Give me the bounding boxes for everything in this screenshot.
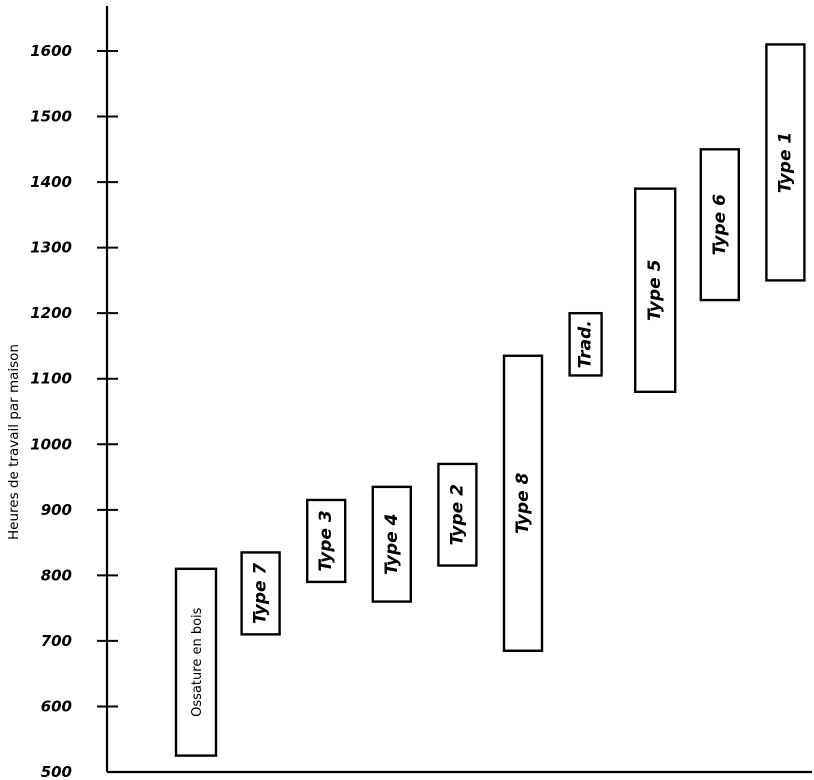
- y-tick-label: 600: [41, 697, 72, 715]
- y-axis-title: Heures de travail par maison: [6, 344, 22, 540]
- bar-label: Type 8: [513, 472, 533, 533]
- bars: Ossature en bois Type 7 Type 3 Type 4 Type 2…: [174, 43, 806, 757]
- range-bar: [699, 148, 740, 302]
- bar-label: Type 5: [645, 260, 665, 321]
- range-bar: [240, 551, 281, 636]
- y-tick-label: 1500: [30, 108, 72, 126]
- range-bar: [174, 567, 218, 757]
- range-bar: [634, 187, 677, 394]
- bar-label: Type 3: [316, 510, 336, 571]
- range-bar: [371, 485, 412, 603]
- bar-label: Type 7: [251, 563, 271, 624]
- bar-label: Type 4: [382, 514, 402, 575]
- y-tick-label: 1100: [30, 370, 72, 388]
- range-bar: [437, 462, 478, 567]
- y-tick-label: 700: [41, 632, 72, 650]
- y-tick-label: 1400: [30, 173, 72, 191]
- bar-label: Type 2: [447, 484, 467, 545]
- bar-label: Trad.: [576, 320, 596, 368]
- y-tick-label: 500: [41, 763, 72, 780]
- y-tick-label: 1200: [30, 304, 72, 322]
- bar-label: Type 6: [710, 194, 730, 255]
- range-bar: [502, 354, 544, 652]
- bar-label: Ossature en bois: [190, 607, 205, 716]
- y-tick-label: 1000: [30, 435, 72, 453]
- range-bar: [568, 311, 603, 377]
- bar-label: Type 1: [775, 132, 795, 193]
- y-tick-label: 800: [41, 566, 72, 584]
- range-bar: [306, 498, 347, 584]
- y-axis-ticks: 500 600 700 800 900 1000 1100 1200 1300 1400 1500 1…: [30, 42, 118, 780]
- range-bar: [765, 43, 806, 282]
- y-tick-label: 900: [41, 501, 72, 519]
- y-tick-label: 1300: [30, 239, 72, 257]
- y-tick-label: 1600: [30, 42, 72, 60]
